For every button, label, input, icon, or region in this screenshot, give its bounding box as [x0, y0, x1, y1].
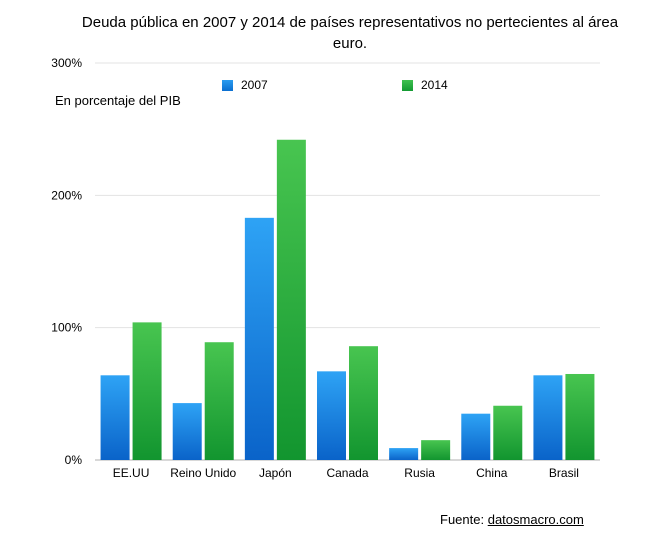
legend-label-2007: 2007	[241, 78, 268, 92]
bar-2014-canada	[349, 346, 378, 460]
bar-2007-rusia	[389, 448, 419, 460]
chart-subtitle: En porcentaje del PIB	[55, 93, 181, 108]
bar-2007-china	[461, 413, 491, 460]
y-tick-label: 200%	[51, 188, 82, 202]
bar-2014-brasil	[565, 373, 595, 460]
x-tick-label: Reino Unido	[170, 466, 236, 480]
x-tick-label: EE.UU	[113, 466, 150, 480]
y-tick-label: 0%	[65, 453, 83, 467]
bar-2014-ee-uu	[132, 322, 162, 460]
source-label: Fuente:	[440, 512, 485, 527]
y-tick-label: 300%	[51, 56, 82, 70]
bar-2014-china	[493, 405, 523, 460]
legend-item-2007: 2007	[222, 78, 268, 92]
bar-2014-rusia	[421, 440, 451, 460]
legend-item-2014: 2014	[402, 78, 448, 92]
x-tick-label: Canada	[326, 466, 368, 480]
bar-2014-reino-unido	[204, 342, 234, 460]
legend-swatch-2007	[222, 79, 233, 91]
bar-2007-reino-unido	[172, 403, 202, 460]
legend-swatch-2014	[402, 79, 413, 91]
x-tick-label: Rusia	[404, 466, 435, 480]
chart-title: Deuda pública en 2007 y 2014 de países r…	[81, 14, 619, 52]
bar-2007-brasil	[533, 375, 563, 460]
legend-label-2014: 2014	[421, 78, 448, 92]
source-note: Fuente: datosmacro.com	[440, 512, 584, 527]
bar-2007-canada	[317, 371, 346, 460]
bar-2014-jap-n	[276, 139, 306, 460]
y-tick-label: 100%	[51, 321, 82, 335]
bar-2007-ee-uu	[100, 375, 130, 460]
bar-2007-jap-n	[244, 217, 274, 460]
x-tick-label: Japón	[259, 466, 292, 480]
x-tick-label: Brasil	[549, 466, 579, 480]
x-tick-label: China	[476, 466, 508, 480]
source-link[interactable]: datosmacro.com	[487, 512, 584, 527]
